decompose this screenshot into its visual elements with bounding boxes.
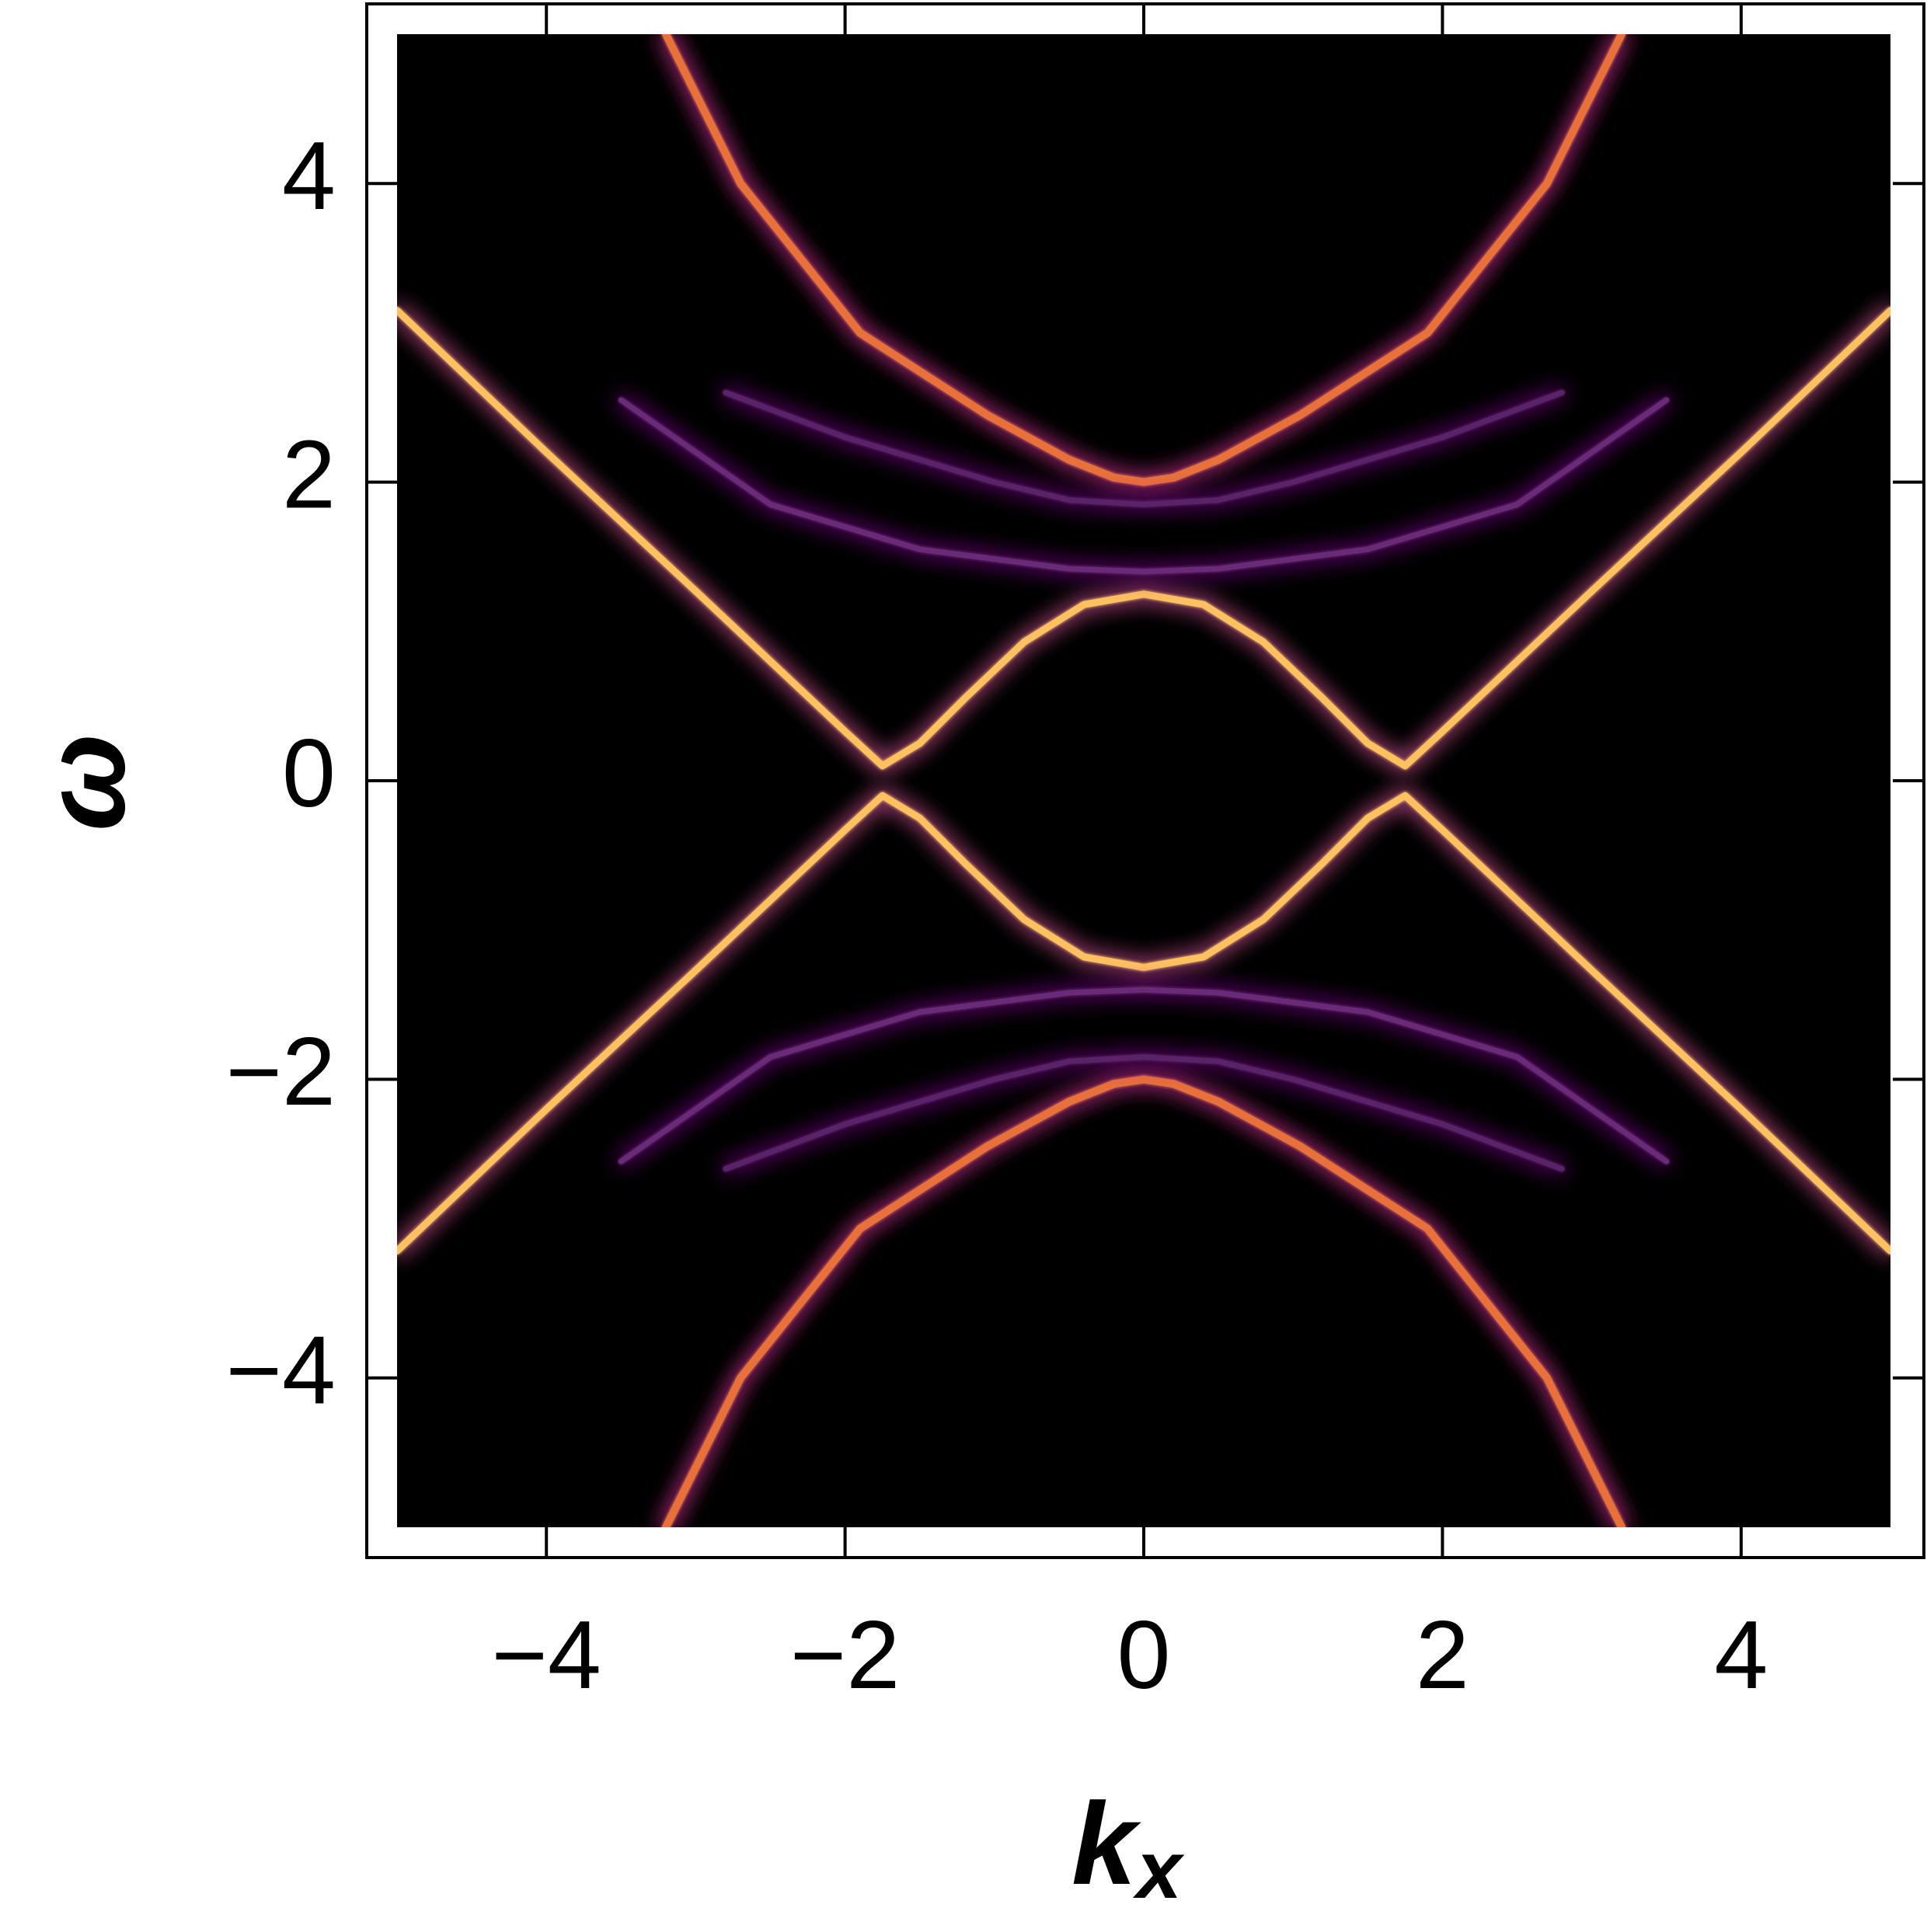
band-curve bbox=[397, 792, 1890, 1255]
x-tick-label: 4 bbox=[1714, 1602, 1768, 1709]
x-label-main: k bbox=[1072, 1778, 1141, 1909]
band-curve bbox=[618, 987, 1670, 1164]
y-tick-label: −2 bbox=[226, 1018, 336, 1126]
x-tick-label: −4 bbox=[492, 1602, 601, 1709]
band-curve bbox=[723, 1054, 1565, 1172]
band-curve bbox=[723, 389, 1565, 507]
plot-background bbox=[397, 34, 1890, 1527]
x-label-sub: x bbox=[1133, 1825, 1185, 1916]
band-curve bbox=[618, 397, 1670, 575]
band-curve bbox=[662, 34, 1626, 486]
band-curve bbox=[662, 1075, 1626, 1527]
band-curve bbox=[397, 307, 1890, 770]
x-tick-label: 0 bbox=[1117, 1602, 1171, 1709]
y-tick-label: 2 bbox=[282, 421, 336, 528]
plot-area bbox=[397, 34, 1890, 1527]
y-tick-label: 4 bbox=[282, 123, 336, 230]
y-tick-label: −4 bbox=[226, 1318, 336, 1425]
y-tick-label: 0 bbox=[282, 720, 336, 827]
x-axis-label: kx bbox=[1072, 1778, 1184, 1916]
x-tick-label: −2 bbox=[790, 1602, 900, 1709]
x-tick-label: 2 bbox=[1416, 1602, 1469, 1709]
y-axis-label: ω bbox=[19, 733, 149, 830]
